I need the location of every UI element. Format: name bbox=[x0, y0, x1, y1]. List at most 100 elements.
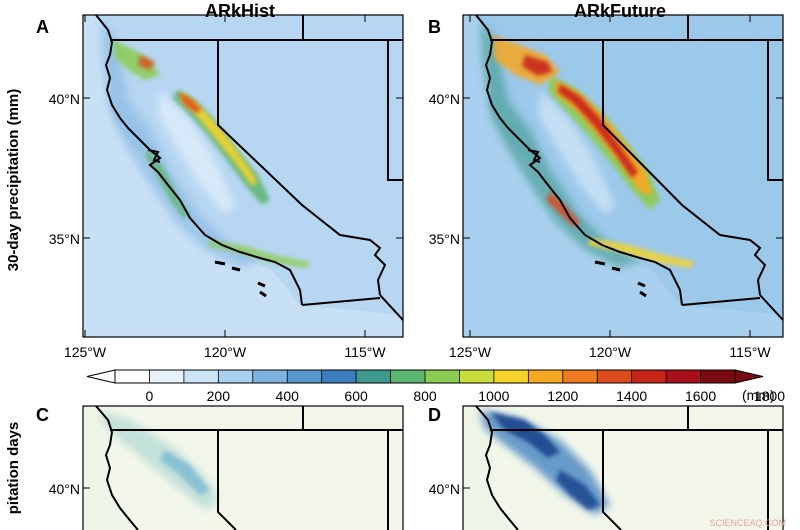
central-valley bbox=[158, 90, 235, 215]
wet-days-core bbox=[160, 450, 210, 495]
colorbar-segment bbox=[562, 370, 598, 383]
panel-letter-d: D bbox=[428, 405, 441, 425]
border-ca-nv bbox=[217, 430, 237, 530]
colorbar: 0 200 400 600 800 1000 1200 1400 1600 1800 bbox=[86, 369, 785, 404]
panel-frame bbox=[462, 405, 784, 530]
colorbar-segment bbox=[252, 370, 288, 383]
border-ca-nv bbox=[602, 430, 622, 530]
y-axis-label-top: 30-day precipitation (mm) bbox=[5, 89, 22, 272]
bay-area bbox=[147, 149, 161, 163]
transverse-range bbox=[208, 240, 310, 268]
colorbar-tick-label: 1800 bbox=[754, 388, 785, 404]
lat-label-40: 40°N bbox=[49, 91, 80, 107]
colorbar-tick-label: 800 bbox=[413, 388, 437, 404]
colorbar-segment bbox=[321, 370, 357, 383]
coastline bbox=[95, 14, 303, 306]
boundaries bbox=[475, 405, 783, 530]
colorbar-segment bbox=[149, 370, 185, 383]
border-mexico bbox=[301, 297, 381, 306]
colorbar-tick-label: 1400 bbox=[616, 388, 647, 404]
watermark: SCIENCEAQ.COM bbox=[709, 518, 786, 528]
lat-label-35: 35°N bbox=[49, 231, 80, 247]
coastline bbox=[95, 405, 139, 530]
colorbar-tick-label: 1000 bbox=[478, 388, 509, 404]
map-panel-c: C 40°N bbox=[36, 405, 404, 530]
bay-area bbox=[527, 149, 541, 163]
lon-label-115: 115°W bbox=[344, 344, 386, 360]
colorbar-tick-label: 1600 bbox=[685, 388, 716, 404]
colorbar-segment bbox=[528, 370, 564, 383]
colorbar-segment bbox=[700, 370, 736, 383]
panel-frame bbox=[462, 14, 784, 338]
wet-days-core-2 bbox=[556, 470, 600, 510]
lat-ticks bbox=[83, 97, 403, 239]
colorbar-tick-label: 400 bbox=[276, 388, 300, 404]
border-colorado bbox=[379, 294, 404, 321]
colorbar-segment bbox=[597, 370, 633, 383]
colorbar-segment bbox=[183, 370, 219, 383]
colorbar-end-high bbox=[734, 369, 764, 384]
colorbar-segment bbox=[218, 370, 254, 383]
colorbar-segment bbox=[425, 370, 460, 383]
panel-title-b: ARkFuture bbox=[574, 1, 666, 21]
lat-ticks bbox=[463, 97, 783, 239]
colorbar-tick-label: 200 bbox=[207, 388, 231, 404]
coastline bbox=[475, 14, 683, 306]
colorbar-tick-label: 0 bbox=[146, 388, 154, 404]
panel-letter-c: C bbox=[36, 405, 49, 425]
transverse-range bbox=[588, 238, 695, 268]
map-panel-a: A ARkHist 40°N 35°N 125°W 120°W 115°W bbox=[36, 1, 404, 360]
lon-ticks bbox=[84, 15, 366, 337]
lat-label-35: 35°N bbox=[429, 231, 460, 247]
central-valley bbox=[538, 90, 615, 215]
border-ca-nv bbox=[217, 40, 387, 296]
map-panel-d: D 40°N SCIENCEAQ.COM bbox=[428, 405, 786, 530]
colorbar-segment bbox=[459, 370, 495, 383]
panel-frame bbox=[82, 14, 404, 338]
border-az bbox=[767, 40, 783, 181]
land-fill bbox=[96, 406, 403, 530]
north-coast-range bbox=[112, 40, 160, 80]
border-mexico bbox=[681, 297, 761, 306]
lon-label-120: 120°W bbox=[204, 344, 247, 360]
colorbar-segment bbox=[390, 370, 426, 383]
lon-label-125: 125°W bbox=[449, 344, 492, 360]
wet-days-core bbox=[490, 412, 560, 458]
sierra-core bbox=[558, 84, 638, 178]
lon-ticks bbox=[469, 15, 751, 337]
lat-label-40: 40°N bbox=[429, 481, 460, 497]
colorbar-segment bbox=[356, 370, 392, 383]
colorbar-segment bbox=[666, 370, 702, 383]
panel-frame bbox=[82, 405, 404, 530]
border-colorado bbox=[759, 294, 784, 321]
colorbar-segment bbox=[631, 370, 667, 383]
colorbar-segment bbox=[493, 370, 529, 383]
panel-letter-a: A bbox=[36, 17, 49, 37]
lon-label-120: 120°W bbox=[589, 344, 632, 360]
channel-islands bbox=[594, 260, 647, 298]
lat-label-40: 40°N bbox=[49, 481, 80, 497]
sierra-core bbox=[178, 92, 202, 113]
sierra-peak bbox=[180, 92, 258, 186]
lat-label-40: 40°N bbox=[429, 91, 460, 107]
boundaries bbox=[95, 405, 403, 530]
border-ca-nv bbox=[602, 40, 767, 296]
colorbar-tick-label: 1200 bbox=[547, 388, 578, 404]
north-peak bbox=[522, 55, 552, 76]
boundaries bbox=[95, 14, 404, 321]
panel-title-a: ARkHist bbox=[205, 1, 275, 21]
panel-letter-b: B bbox=[428, 17, 441, 37]
colorbar-end-low bbox=[86, 369, 116, 384]
border-az bbox=[387, 40, 403, 181]
coastline bbox=[475, 405, 519, 530]
colorbar-segment bbox=[115, 370, 150, 383]
channel-islands bbox=[214, 260, 267, 298]
map-panel-b: B ARkFuture 40°N 35°N 125°W 120°W 115°W bbox=[428, 1, 784, 360]
colorbar-unit: (mm) bbox=[742, 387, 775, 403]
colorbar-segment bbox=[287, 370, 323, 383]
colorbar-tick-label: 600 bbox=[344, 388, 368, 404]
boundaries bbox=[475, 14, 784, 321]
north-peak bbox=[138, 55, 155, 70]
